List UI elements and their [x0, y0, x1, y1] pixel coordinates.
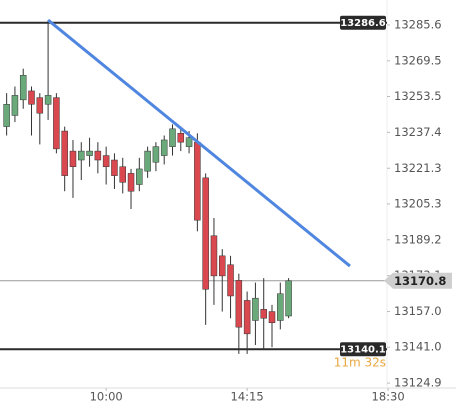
trendline [47, 18, 351, 268]
candle-body [119, 166, 126, 183]
candle-body [260, 309, 267, 319]
candle-body [169, 128, 176, 147]
candle-body [19, 75, 27, 101]
candle-body [252, 297, 259, 321]
candle-body [268, 311, 276, 323]
level-label: 13140.1 [340, 345, 386, 356]
candle-body [3, 104, 10, 127]
candle-body [202, 177, 209, 290]
x-tick-label: 10:00 [90, 390, 123, 404]
y-tick-label: 13269.5 [394, 53, 442, 67]
candle-body [111, 159, 118, 176]
candle-body [235, 280, 243, 328]
candle-body [36, 97, 44, 114]
candle-body [194, 141, 201, 221]
candle-body [160, 139, 168, 156]
candle-body [69, 150, 77, 167]
candle-body [285, 280, 292, 317]
y-tick-label: 13189.2 [394, 232, 442, 246]
y-tick-label: 13124.9 [394, 376, 442, 390]
candle-body [102, 155, 110, 167]
last-price-label: 13170.8 [394, 274, 446, 288]
level-label-box [340, 15, 386, 30]
x-tick-label: 18:30 [372, 390, 405, 404]
candle-body [210, 235, 218, 277]
candle-body [11, 95, 19, 116]
candle-body [218, 255, 226, 277]
candle-body [185, 137, 193, 147]
candle-body [78, 150, 85, 161]
level-label-box [340, 342, 386, 357]
candle-body [152, 146, 160, 163]
level-label: 13286.6 [340, 18, 386, 29]
y-tick-label: 13141.0 [394, 340, 442, 354]
candle-body [136, 168, 143, 185]
countdown: 11m 32s [334, 356, 386, 370]
candle-body [28, 90, 35, 105]
y-tick-label: 13157.0 [394, 304, 442, 318]
candle-body [94, 150, 102, 161]
candle-body [86, 150, 93, 156]
x-tick-label: 14:15 [231, 390, 264, 404]
candle-body [144, 150, 151, 172]
y-tick-label: 13205.3 [394, 196, 442, 210]
candle-body [44, 95, 52, 105]
y-tick-label: 13237.4 [394, 125, 442, 139]
candle-body [227, 264, 234, 297]
y-tick-label: 13285.6 [394, 17, 442, 31]
last-price-box [384, 272, 452, 289]
candle-body [277, 293, 284, 321]
candle-body [243, 300, 251, 335]
y-tick-label: 13253.5 [394, 89, 442, 103]
candle-body [177, 133, 185, 143]
y-tick-label: 13221.3 [394, 161, 442, 175]
candle-body [61, 130, 68, 176]
candle-body [127, 173, 135, 192]
candle-body [53, 97, 60, 150]
